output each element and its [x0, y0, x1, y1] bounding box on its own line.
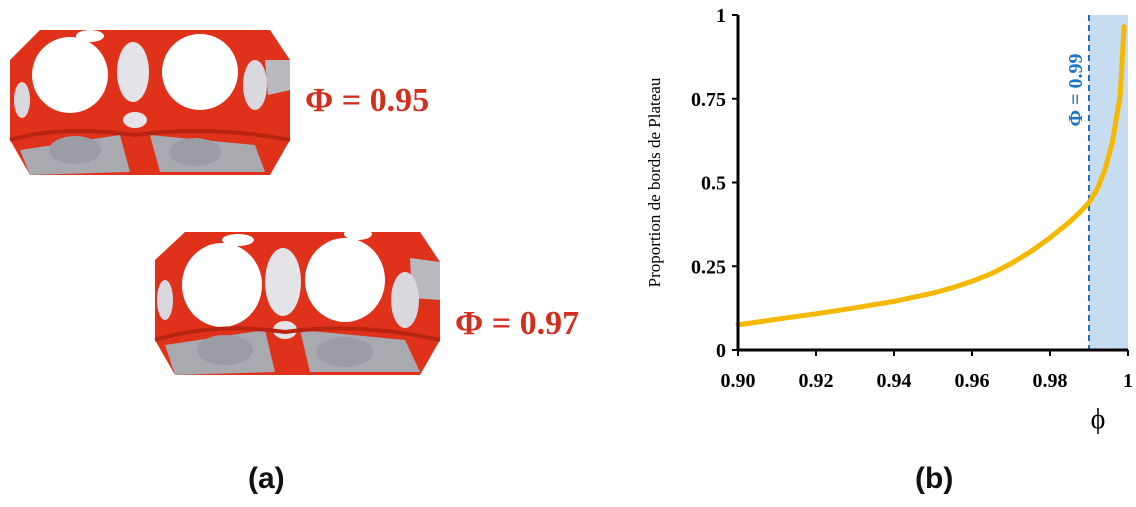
film-window	[197, 335, 253, 365]
film-window	[344, 228, 372, 240]
foam-structures-panel: Φ = 0.95 Φ = 0.97 (a)	[9, 19, 580, 495]
y-tick-label: 0.25	[691, 256, 726, 278]
y-tick-label: 0.5	[701, 173, 726, 195]
x-tick-label: 0.92	[799, 370, 834, 392]
x-tick-label: 0.94	[877, 370, 912, 392]
foam-structure-097	[154, 228, 441, 375]
film-window	[76, 30, 104, 42]
panel-b-label: (b)	[915, 462, 954, 495]
x-tick-label: 0.96	[955, 370, 990, 392]
film-window	[169, 138, 221, 166]
film-window	[49, 136, 101, 164]
film-window	[182, 243, 262, 327]
panel-a-label: (a)	[248, 462, 285, 495]
film-window	[162, 34, 238, 110]
plateau-border	[154, 326, 441, 342]
y-tick-label: 0.75	[691, 89, 726, 111]
y-tick-label: 0	[716, 340, 726, 362]
foam-structures-figure	[9, 19, 441, 375]
film-window	[157, 280, 173, 320]
plateau-borders-chart: Φ = 0.99 0 0.25 0.5 0.75 1 0.90 0.92 0.94 0.96 0.9…	[645, 5, 1133, 435]
film-window	[265, 248, 301, 316]
film-window	[198, 19, 222, 29]
film-window	[32, 37, 108, 113]
y-axis-label: Proportion de bords de Plateau	[645, 77, 664, 287]
plateau-border	[9, 129, 291, 142]
x-tick-label: 1	[1123, 370, 1133, 392]
film-window	[305, 238, 385, 322]
gray-face	[265, 60, 290, 95]
film-window	[117, 42, 149, 102]
x-tick-label: 0.90	[721, 370, 756, 392]
y-tick-label: 1	[716, 5, 726, 27]
film-window	[123, 112, 147, 128]
phi-095-label: Φ = 0.95	[305, 82, 430, 119]
foam-structure-095	[9, 19, 291, 175]
phi-097-label: Φ = 0.97	[455, 305, 580, 342]
series-line-0	[735, 24, 1127, 328]
film-window	[391, 272, 419, 328]
film-window	[243, 60, 267, 110]
annotation-label-0: Φ = 0.99	[1065, 54, 1087, 127]
film-window	[317, 337, 373, 367]
x-tick-label: 0.98	[1033, 370, 1068, 392]
film-window	[222, 234, 254, 246]
x-axis-label: ϕ	[1091, 404, 1106, 435]
film-window	[14, 82, 30, 118]
